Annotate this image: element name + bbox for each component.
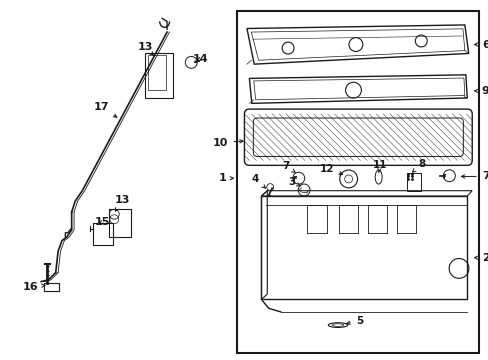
Text: 7: 7 <box>461 171 488 181</box>
Text: 10: 10 <box>213 138 243 148</box>
Bar <box>147 55 165 90</box>
Bar <box>406 173 420 191</box>
Text: 6: 6 <box>473 40 488 50</box>
Text: 1: 1 <box>218 173 233 183</box>
Bar <box>43 283 60 291</box>
Text: 4: 4 <box>251 174 265 188</box>
Text: 12: 12 <box>319 163 342 175</box>
Text: 2: 2 <box>473 253 488 263</box>
Text: 17: 17 <box>93 102 117 117</box>
Bar <box>109 209 130 237</box>
Text: 13: 13 <box>137 42 153 55</box>
Text: 7: 7 <box>282 161 295 172</box>
Text: 8: 8 <box>411 159 425 172</box>
Text: 11: 11 <box>372 160 386 173</box>
Bar <box>145 53 173 98</box>
Text: 3: 3 <box>287 177 300 187</box>
Text: 16: 16 <box>22 282 45 292</box>
Text: 5: 5 <box>346 316 363 326</box>
Text: 14: 14 <box>192 54 208 64</box>
Text: 9: 9 <box>473 86 488 96</box>
Bar <box>93 223 113 244</box>
Text: 15: 15 <box>95 217 110 227</box>
Bar <box>237 11 478 353</box>
Text: 13: 13 <box>114 195 129 211</box>
